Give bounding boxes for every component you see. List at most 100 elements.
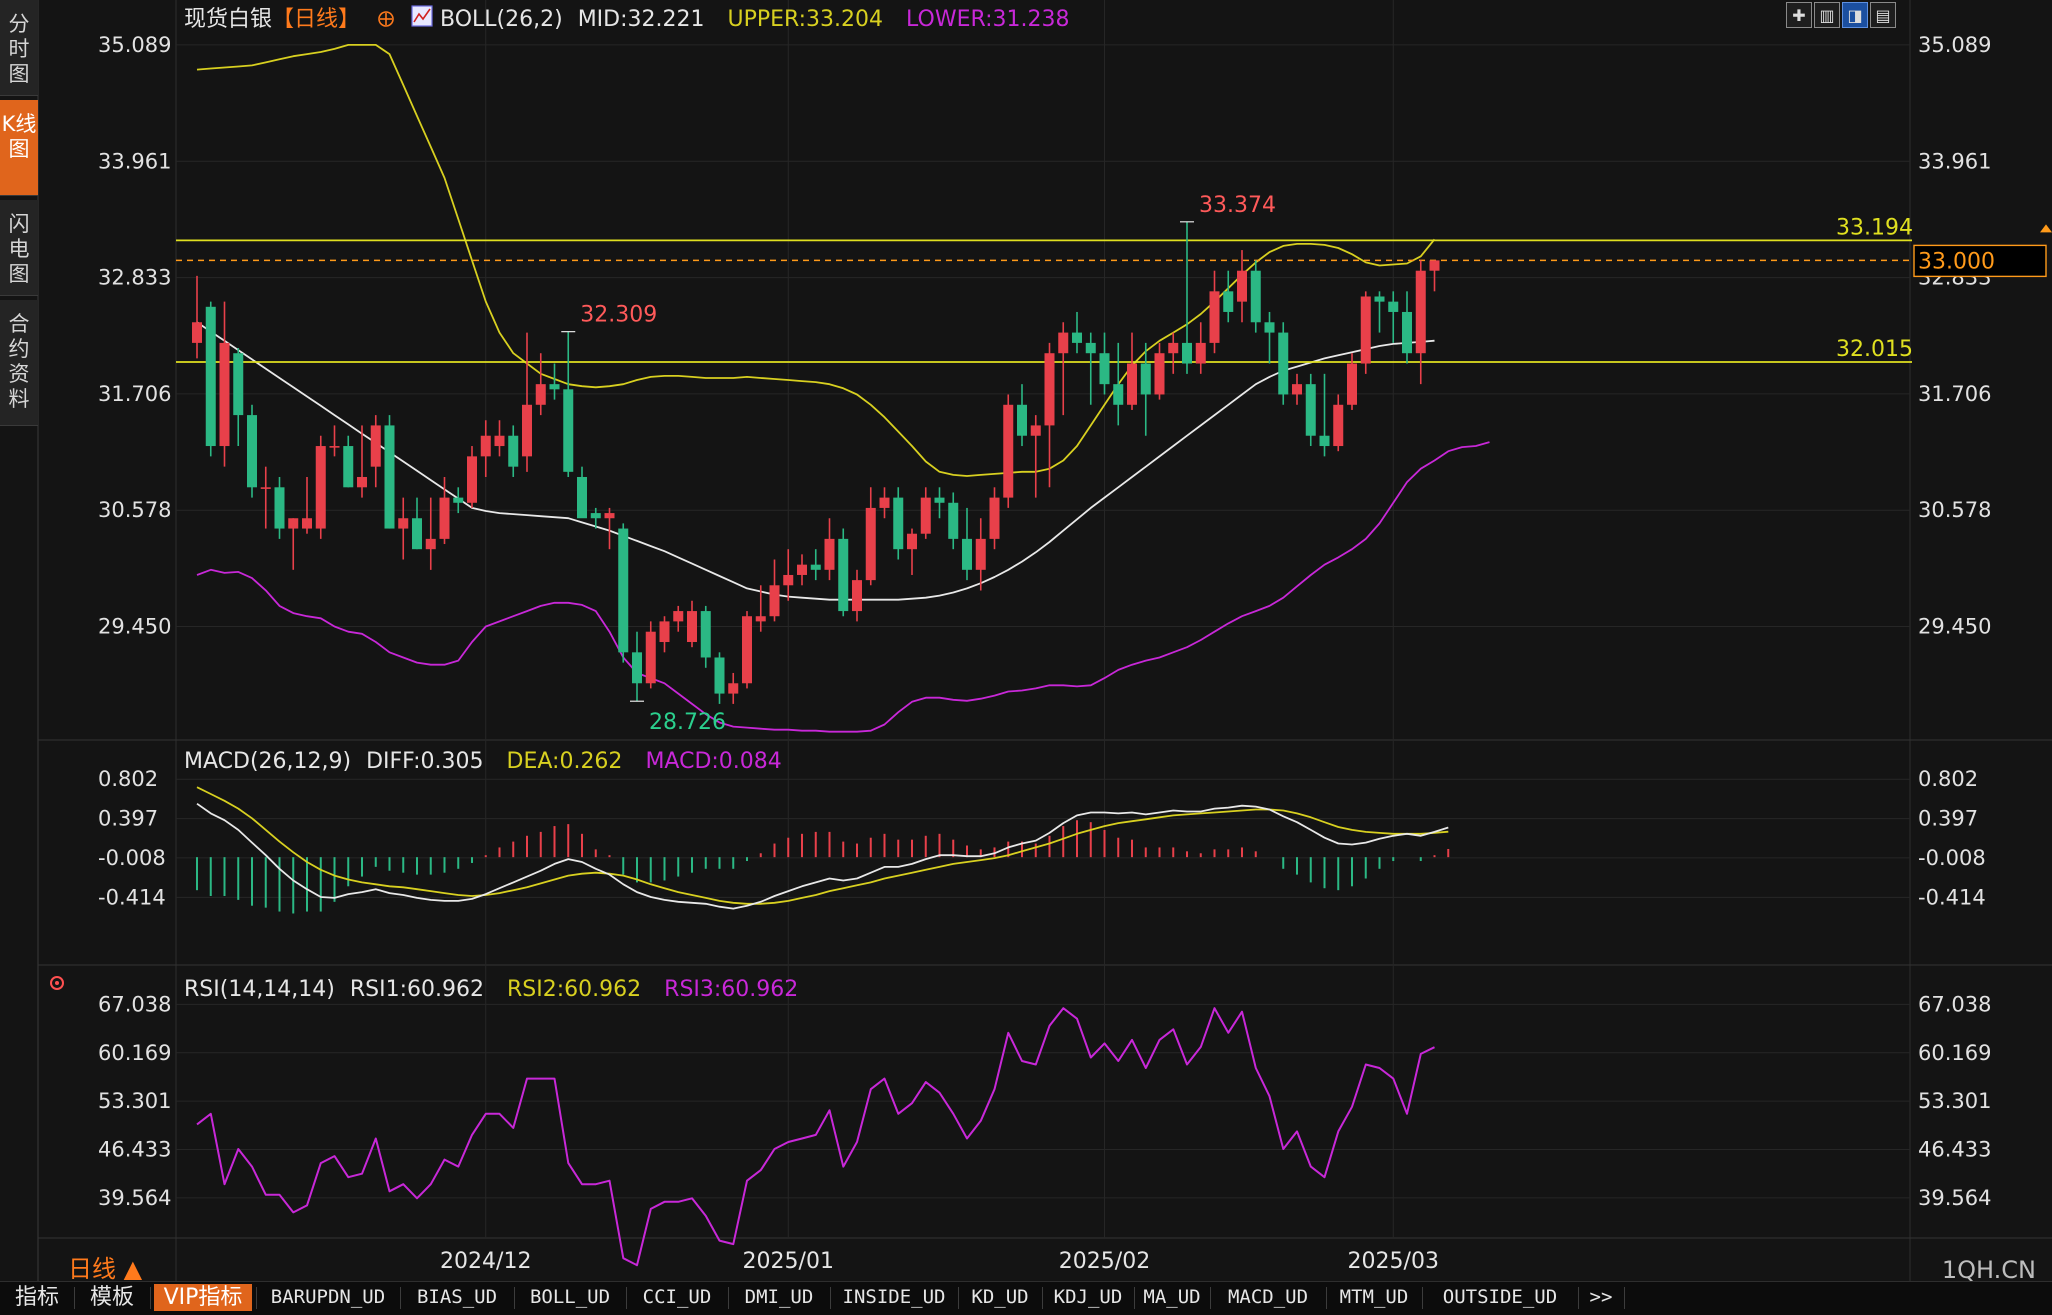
boll-mid-line [196,321,1435,601]
price-tick-label-left: 32.833 [98,266,171,290]
boll-upper-value: UPPER:33.204 [728,7,884,32]
indicator-tab[interactable]: MA_UD [1143,1286,1201,1308]
grid-lines [176,0,1910,1238]
indicator-tab[interactable]: MTM_UD [1339,1286,1409,1308]
candle-body [522,404,532,457]
price-tick-label-left: 35.089 [98,33,171,57]
macd-tick-label-left: -0.414 [98,885,166,909]
candlesticks[interactable] [192,221,1440,704]
bar-style-button[interactable]: ▥ [1814,2,1840,28]
candle-body [1347,363,1357,405]
rsi-tick-label-left: 67.038 [98,992,171,1016]
line-style-button[interactable]: ▤ [1870,2,1896,28]
indicator-tab[interactable]: BOLL_UD [529,1286,611,1308]
period-selector[interactable]: 日线 ▲ [68,1255,143,1283]
level-label: 33.194 [1836,215,1913,240]
indicator-tab-bar [0,1281,2052,1315]
candle-body [1237,270,1247,302]
side-tab-label: 分时图 [8,12,30,86]
candle-body [1278,332,1289,395]
candle-body [549,384,560,390]
indicator-tab[interactable]: CCI_UD [642,1286,712,1308]
indicator-icon[interactable] [411,5,433,27]
side-tab-kline[interactable]: K线图 [0,100,38,196]
rsi-tick-label-right: 53.301 [1918,1089,1991,1113]
indicator-tab[interactable]: BARUPDN_UD [270,1286,386,1308]
svg-text:RSI(14,14,14) RSI1:60.962: RSI(14,14,14) RSI1:60.962 RSI2:60.962 RS… [184,977,798,1002]
candle-body [1264,322,1275,333]
candle-body [412,518,422,550]
candle-body [453,497,464,503]
candle-body [1209,291,1220,343]
side-tab-contract-info[interactable]: 合约资料 [0,300,38,426]
indicator-tab[interactable]: BIAS_UD [416,1286,498,1308]
rsi-tick-label-left: 53.301 [98,1089,171,1113]
candle-body [274,487,285,529]
rsi1-value: RSI1:60.962 [350,977,484,1002]
candle-body [1017,404,1027,436]
macd-tick-label-right: -0.008 [1918,846,1986,870]
candle-body [632,652,642,684]
candle-body [370,425,381,467]
candle-body [1140,363,1151,395]
candle-body [398,518,409,529]
candle-body [1154,353,1165,395]
candle-body [1250,270,1261,323]
candle-style-button[interactable]: ◨ [1842,2,1868,28]
rsi2-value: RSI2:60.962 [507,977,641,1002]
side-tab-flash-chart[interactable]: 闪电图 [0,200,38,296]
indicator-tab[interactable]: KDJ_UD [1053,1286,1123,1308]
rsi-tick-label-right: 39.564 [1918,1186,1991,1210]
indicator-tab[interactable]: 模板 [89,1285,134,1310]
price-tick-label-right: 29.450 [1918,615,1991,639]
candle-body [1319,435,1330,447]
tab-separator [1578,1287,1579,1309]
candle-body [1374,296,1385,302]
boll-lower-line [196,441,1490,733]
candle-body [728,683,739,694]
indicator-tab[interactable]: MACD_UD [1227,1286,1309,1308]
indicator-tab[interactable]: INSIDE_UD [842,1286,946,1308]
indicator-tab[interactable]: KD_UD [971,1286,1029,1308]
candle-body [384,425,395,529]
annotation-label: 28.726 [649,710,726,735]
candle-body [508,435,519,467]
x-tick-label: 2025/03 [1348,1249,1439,1274]
candle-body [219,342,230,447]
candle-body [329,446,340,448]
indicator-tab[interactable]: 指标 [14,1285,59,1310]
annotation-label: 32.309 [580,303,657,328]
indicator-tab[interactable]: OUTSIDE_UD [1442,1286,1558,1308]
tab-separator [1422,1287,1423,1309]
tab-separator [830,1287,831,1309]
settings-icon[interactable] [50,976,64,990]
price-tick-label-right: 35.089 [1918,33,1991,57]
candle-body [577,476,587,519]
tab-separator [1326,1287,1327,1309]
crosshair-tool-button[interactable]: ✚ [1786,2,1812,28]
side-tab-label: K线图 [1,112,37,161]
side-tab-time-chart[interactable]: 分时图 [0,0,38,96]
indicator-tab[interactable]: DMI_UD [744,1286,814,1308]
tab-separator [1210,1287,1211,1309]
svg-text:MACD(26,12,9) DIFF:0.305: MACD(26,12,9) DIFF:0.305 DEA:0.262 MACD:… [184,749,782,774]
indicator-tab[interactable]: VIP指标 [154,1284,252,1311]
candle-body [1168,342,1179,354]
candle-body [852,580,862,612]
candle-body [604,513,615,519]
candle-body [233,353,244,416]
indicator-tab[interactable]: >> [1589,1286,1613,1308]
candle-body [1402,311,1412,354]
macd-pane [196,786,1450,914]
candle-body [192,322,202,343]
bar-chart-icon: ▥ [1819,6,1835,25]
add-icon[interactable] [378,11,394,27]
candle-body [357,476,367,488]
rsi3-value: RSI3:60.962 [664,977,798,1002]
svg-text:BOLL(26,2) MID:32.221: BOLL(26,2) MID:32.221 UPPER:33.204 LOWER… [440,7,1070,32]
candle-body [797,564,807,575]
tab-separator [1042,1287,1043,1309]
candle-body [673,611,684,622]
price-tick-label-left: 30.578 [98,498,171,522]
